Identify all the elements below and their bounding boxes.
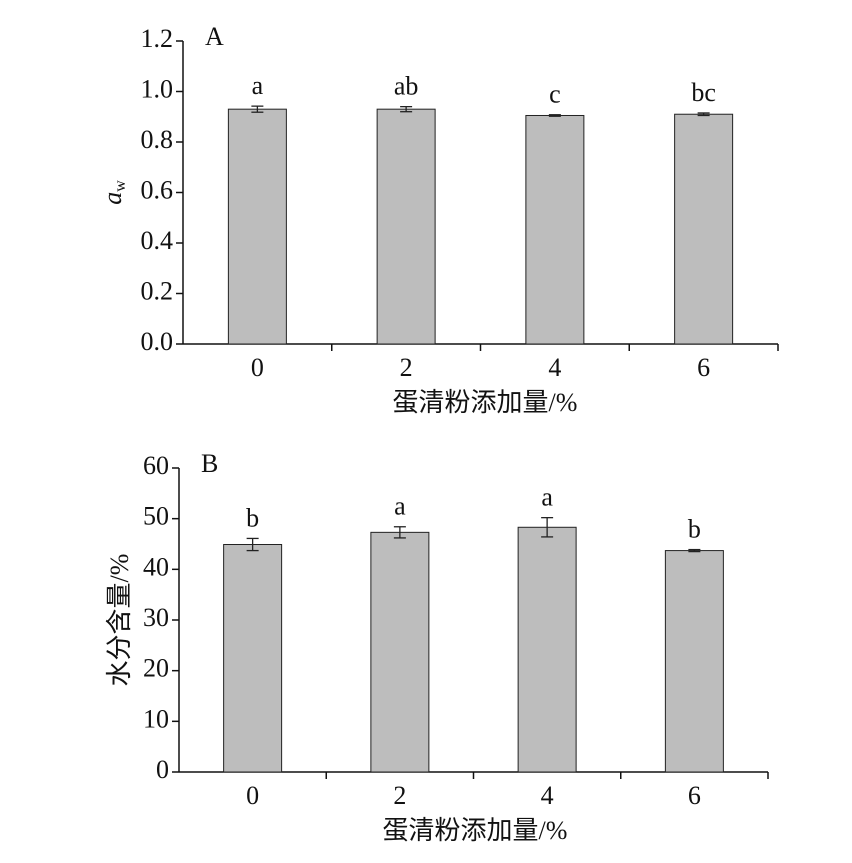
y-tick-label: 0.2 [141,276,174,305]
x-tick-label: 2 [400,353,413,382]
bar [664,550,724,773]
bar [517,526,577,773]
x-axis-title: 蛋清粉添加量/% [383,816,568,845]
x-tick-label: 6 [697,353,710,382]
x-tick-label: 2 [393,781,406,810]
significance-letter: b [246,503,259,532]
y-tick-label: 60 [143,451,169,480]
error-bar [541,517,554,538]
y-tick-label: 1.0 [141,74,174,103]
y-tick-label: 0 [156,755,169,784]
error-bar [400,106,413,113]
y-axis-title-main: a [98,192,127,205]
y-axis-title-main: 水分含量/% [105,554,134,687]
y-tick-label: 1.2 [141,24,174,53]
error-bar [688,548,701,553]
y-axis-title: 水分含量/% [105,554,134,687]
bar [227,108,287,345]
error-bar [246,537,259,552]
error-bar [393,526,406,539]
significance-letter: a [252,71,264,100]
significance-letter: b [688,515,701,544]
error-bar [548,114,561,117]
significance-letter: bc [691,78,716,107]
error-bar [251,105,264,113]
x-axis-title: 蛋清粉添加量/% [393,388,578,417]
y-tick-label: 0.6 [141,175,174,204]
significance-letter: c [549,80,561,109]
y-tick-label: 10 [143,704,169,733]
bar [674,113,734,345]
y-tick-label: 20 [143,654,169,683]
x-tick-label: 4 [541,781,554,810]
significance-letter: a [394,492,406,521]
y-tick-label: 0.0 [141,327,174,356]
x-tick-label: 0 [246,781,259,810]
y-axis-title: aw [98,180,129,205]
bar [223,544,283,773]
panel-label: B [201,449,218,478]
y-tick-label: 0.8 [141,125,174,154]
y-tick-label: 0.4 [141,226,174,255]
bar [370,531,430,773]
panel-label: A [205,22,224,51]
x-tick-label: 4 [548,353,561,382]
x-tick-label: 0 [251,353,264,382]
y-axis-title-sub: w [112,180,129,192]
x-tick-label: 6 [688,781,701,810]
error-bar [697,112,710,117]
y-tick-label: 50 [143,502,169,531]
y-tick-label: 30 [143,603,169,632]
y-tick-label: 40 [143,552,169,581]
bar [525,114,585,345]
significance-letter: ab [394,72,419,101]
significance-letter: a [541,483,553,512]
bar [376,108,436,345]
